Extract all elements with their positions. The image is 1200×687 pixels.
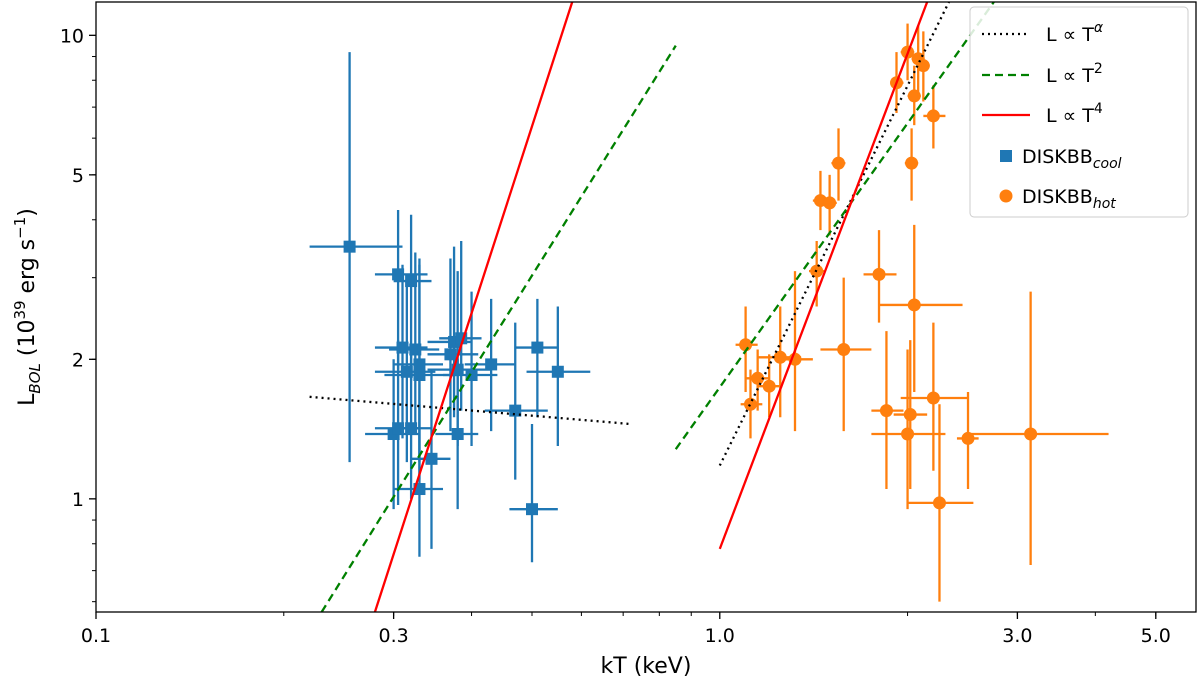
data-point-cool [413, 358, 426, 371]
legend-label-t4: L ∝ T [1046, 105, 1094, 127]
data-point-hot [879, 404, 893, 418]
data-point-hot [907, 89, 921, 103]
x-tick-label: 5.0 [1141, 625, 1171, 647]
data-point-cool [526, 503, 539, 516]
data-point-cool [343, 240, 356, 253]
data-point-cool [396, 341, 409, 354]
data-point-hot [1024, 427, 1038, 441]
legend-entry-hot: DISKBBhot [999, 186, 1116, 212]
data-point-cool [409, 343, 422, 356]
legend-box [969, 6, 1189, 218]
x-tick-label: 1.0 [705, 625, 735, 647]
series-cool [309, 52, 591, 563]
legend: L ∝ Tα L ∝ T2 L ∝ T4 DISKBBcool DISKBBho… [969, 6, 1189, 218]
data-point-cool [551, 365, 564, 378]
data-point-cool [485, 358, 498, 371]
legend-swatch-hot [999, 189, 1013, 203]
svg-text:DISKBBcool: DISKBBcool [1022, 146, 1122, 172]
data-point-cool [392, 422, 405, 435]
data-point-cool [531, 341, 544, 354]
data-point-hot [932, 496, 946, 510]
data-point-hot [743, 397, 757, 411]
fit-line-dotted [309, 395, 631, 426]
x-tick-label: 0.3 [379, 625, 409, 647]
data-point-cool [451, 428, 464, 441]
fit-line-solid [373, 2, 574, 612]
data-point-cool [392, 268, 405, 281]
legend-sup-alpha: α [1094, 20, 1104, 36]
legend-sub-cool: cool [1093, 156, 1122, 172]
legend-entry-t2: L ∝ T2 [982, 61, 1103, 87]
fit-line-dotted [718, 2, 950, 467]
data-point-hot [872, 267, 886, 281]
data-point-cool [400, 365, 413, 378]
plot-frame [95, 1, 1197, 613]
legend-label-alpha: L ∝ T [1046, 24, 1094, 46]
svg-text:L ∝ T4: L ∝ T4 [1046, 101, 1103, 127]
data-point-cool [509, 404, 522, 417]
x-tick-label: 3.0 [1002, 625, 1032, 647]
data-point-hot [926, 109, 940, 123]
legend-swatch-cool [1000, 150, 1012, 162]
data-point-hot [903, 408, 917, 422]
x-tick-label: 0.1 [81, 625, 111, 647]
data-point-hot [762, 379, 776, 393]
y-axis-label: LBOL (1039 erg s−1) [11, 208, 44, 406]
legend-label-t2: L ∝ T [1046, 65, 1094, 87]
plot-area [309, 2, 1109, 612]
svg-text:L ∝ T2: L ∝ T2 [1046, 61, 1103, 87]
fit-line-dashed [320, 45, 677, 612]
legend-entry-cool: DISKBBcool [1000, 146, 1122, 172]
fit-line-dashed [674, 2, 995, 450]
data-point-cool [425, 452, 438, 465]
x-axis-label: kT (keV) [601, 654, 692, 679]
data-point-hot [926, 391, 940, 405]
data-point-hot [961, 431, 975, 445]
legend-entry-t4: L ∝ T4 [982, 101, 1103, 127]
fit-line-solid [718, 2, 929, 550]
svg-text:L ∝ Tα: L ∝ Tα [1046, 20, 1104, 46]
data-point-hot [837, 342, 851, 356]
data-point-hot [832, 156, 846, 170]
axes: 0.1 0.3 1.0 3.0 5.0 1 2 5 10 [60, 25, 1171, 647]
data-point-hot [905, 156, 919, 170]
legend-label-hot: DISKBB [1022, 186, 1093, 208]
data-point-hot [773, 350, 787, 364]
data-point-cool [405, 422, 418, 435]
y-tick-label: 10 [60, 25, 84, 47]
y-tick-label: 5 [72, 165, 84, 187]
legend-sup-t2: 2 [1094, 61, 1103, 77]
data-point-cool [413, 369, 426, 382]
data-point-hot [823, 196, 837, 210]
legend-label-cool: DISKBB [1022, 146, 1093, 168]
data-point-hot [751, 371, 765, 385]
y-tick-label: 2 [72, 349, 84, 371]
legend-sub-hot: hot [1093, 196, 1116, 212]
data-point-cool [444, 348, 457, 361]
data-point-hot [907, 298, 921, 312]
legend-sup-t4: 4 [1094, 101, 1103, 117]
y-tick-label: 1 [72, 489, 84, 511]
svg-text:DISKBBhot: DISKBBhot [1022, 186, 1116, 212]
data-point-cool [405, 275, 418, 288]
data-point-hot [901, 427, 915, 441]
legend-entry-alpha: L ∝ Tα [982, 20, 1104, 46]
